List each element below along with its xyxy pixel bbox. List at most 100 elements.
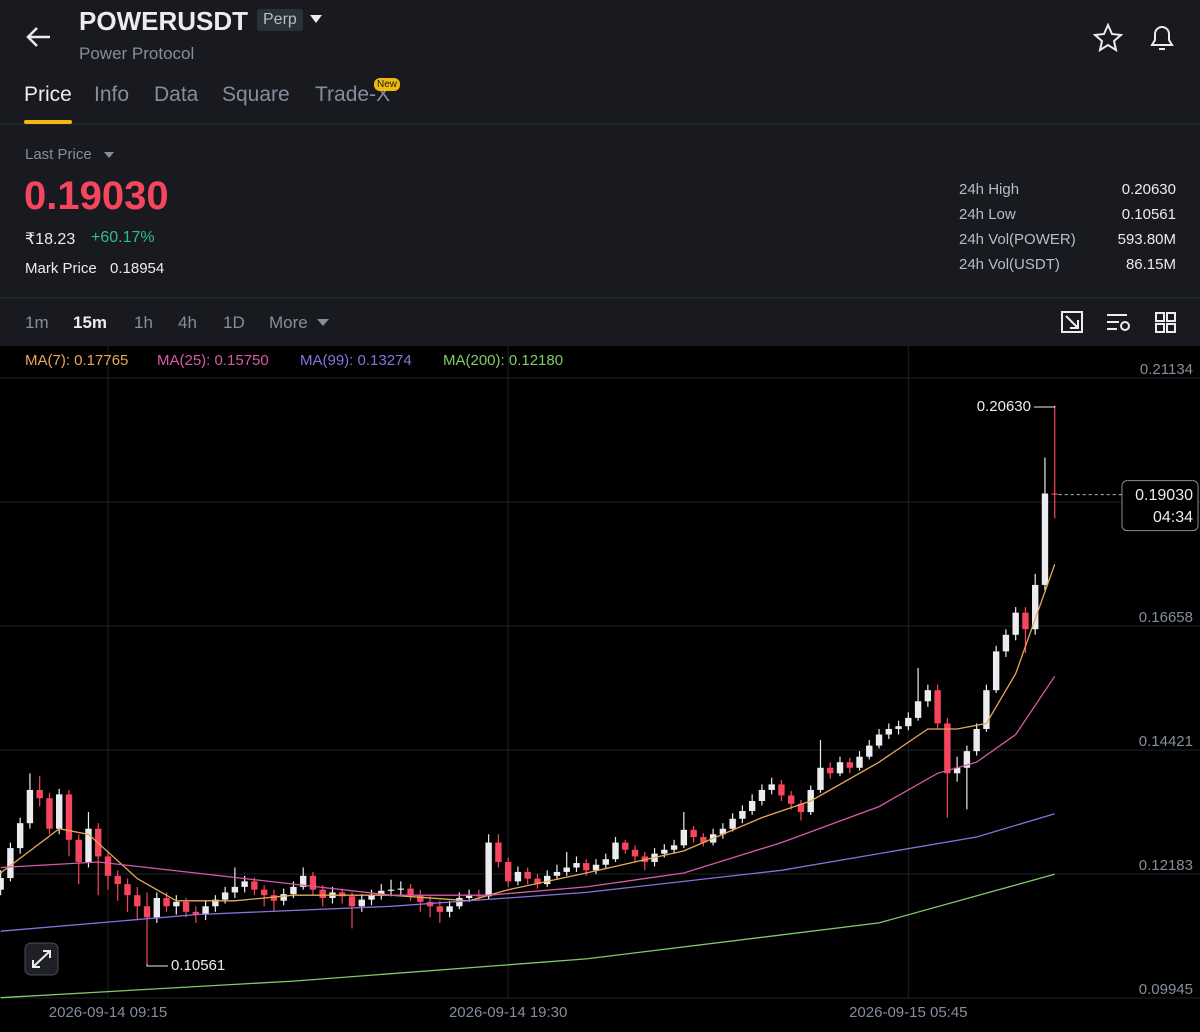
candle-body — [514, 871, 522, 882]
tab[interactable]: Trade-X — [315, 83, 391, 106]
y-tick-label: 0.16658 — [1139, 609, 1193, 626]
dropdown-icon[interactable] — [317, 319, 329, 326]
chart-background — [0, 346, 1200, 1032]
back-icon[interactable] — [26, 27, 50, 47]
candle-body — [485, 842, 492, 897]
tool-icon[interactable] — [1065, 315, 1079, 329]
candle-body — [934, 690, 941, 724]
candle-body — [417, 895, 424, 902]
alert-icon[interactable] — [1150, 26, 1174, 50]
candle-body — [143, 906, 151, 918]
x-tick-label: 2026-09-14 09:15 — [49, 1004, 167, 1021]
candle-body — [163, 897, 170, 907]
candle-body — [339, 892, 346, 897]
candle-body — [924, 690, 932, 702]
legend-entry: MA(200): 0.12180 — [443, 352, 563, 369]
candle-body — [817, 767, 824, 790]
candle-body — [944, 723, 951, 774]
candle-body — [231, 886, 239, 893]
candle-body — [173, 901, 180, 907]
candle-body — [778, 784, 785, 796]
candle-body — [407, 888, 414, 896]
interval[interactable]: 4h — [178, 313, 197, 332]
interval[interactable]: 1D — [223, 313, 245, 332]
plot: 0.099450.121830.144210.166580.188960.211… — [0, 346, 1200, 1021]
mark-price: 0.18954 — [110, 260, 165, 277]
candle-body — [973, 728, 980, 752]
candle-body — [348, 896, 356, 907]
candle-body — [1012, 612, 1019, 635]
tool-icon[interactable] — [1166, 323, 1176, 333]
stat-label: 24h High — [959, 181, 1020, 198]
y-tick-label: 0.09945 — [1139, 981, 1193, 998]
candle-body — [134, 895, 141, 907]
candle-body — [583, 863, 590, 871]
mark-price-label: Mark Price — [25, 260, 97, 277]
ma-line — [0, 873, 1055, 999]
stat-value: 0.10561 — [1121, 206, 1176, 223]
interval[interactable]: 15m — [73, 313, 108, 332]
candle-body — [680, 829, 688, 846]
stat-label: 24h Vol(POWER) — [959, 231, 1076, 248]
candle-body — [300, 875, 307, 887]
tool-icon[interactable] — [1107, 314, 1127, 330]
candle-body — [309, 875, 317, 890]
interval[interactable]: 1h — [134, 313, 153, 332]
candle-body — [836, 762, 844, 774]
chart-tools[interactable] — [1061, 311, 1176, 333]
candle-body — [368, 895, 375, 900]
low-marker-label: 0.10561 — [171, 957, 225, 974]
candle-body — [1032, 584, 1039, 630]
candle-body — [631, 849, 639, 857]
candle-body — [26, 789, 34, 824]
last-price-tag-value: 0.19030 — [1135, 487, 1193, 504]
candle-body — [319, 889, 326, 898]
stat-value: 593.80M — [1117, 231, 1176, 248]
candle-body — [827, 767, 834, 774]
candle-body — [846, 762, 853, 768]
candle-body — [7, 848, 14, 879]
tool-icon[interactable] — [1061, 311, 1083, 333]
candle-body — [241, 881, 248, 887]
high-marker-line — [1034, 405, 1056, 408]
candle-body — [866, 745, 873, 757]
tool-icon[interactable] — [1155, 323, 1165, 333]
candle-body — [563, 867, 570, 872]
subtitle: Power Protocol — [79, 44, 195, 63]
tab[interactable]: Square — [222, 83, 290, 106]
candle-body — [504, 861, 512, 882]
candle-body — [788, 795, 795, 804]
new-badge: New — [374, 78, 401, 91]
active-tab-underline — [24, 120, 72, 124]
tool-icon[interactable] — [1166, 312, 1176, 322]
tab[interactable]: Price — [24, 83, 72, 106]
legend-entry: MA(99): 0.13274 — [300, 352, 412, 369]
candle-body — [992, 651, 1000, 691]
candle-body — [270, 895, 278, 901]
ma-line — [0, 813, 1055, 932]
candle-body — [612, 842, 619, 860]
dropdown-icon[interactable] — [104, 152, 114, 158]
interval[interactable]: 1m — [25, 313, 49, 332]
price-change: +60.17% — [91, 229, 155, 246]
candle-body — [797, 803, 805, 813]
candle-body — [885, 728, 892, 735]
tool-icon[interactable] — [1155, 312, 1165, 322]
expand-icon[interactable] — [32, 950, 51, 968]
candle-body — [260, 889, 268, 896]
interval[interactable]: More — [269, 313, 308, 332]
dropdown-icon[interactable] — [310, 15, 322, 23]
y-tick-label: 0.12183 — [1139, 857, 1193, 874]
tab[interactable]: Data — [154, 83, 199, 106]
candle-body — [114, 875, 121, 885]
candle-body — [592, 864, 600, 871]
candle-body — [719, 828, 727, 835]
candle-body — [280, 894, 287, 901]
tool-icon[interactable] — [1120, 321, 1130, 331]
tab[interactable]: Info — [94, 83, 130, 106]
favorite-icon[interactable] — [1092, 22, 1124, 53]
candle-body — [56, 794, 63, 829]
candle-body — [1022, 612, 1029, 630]
